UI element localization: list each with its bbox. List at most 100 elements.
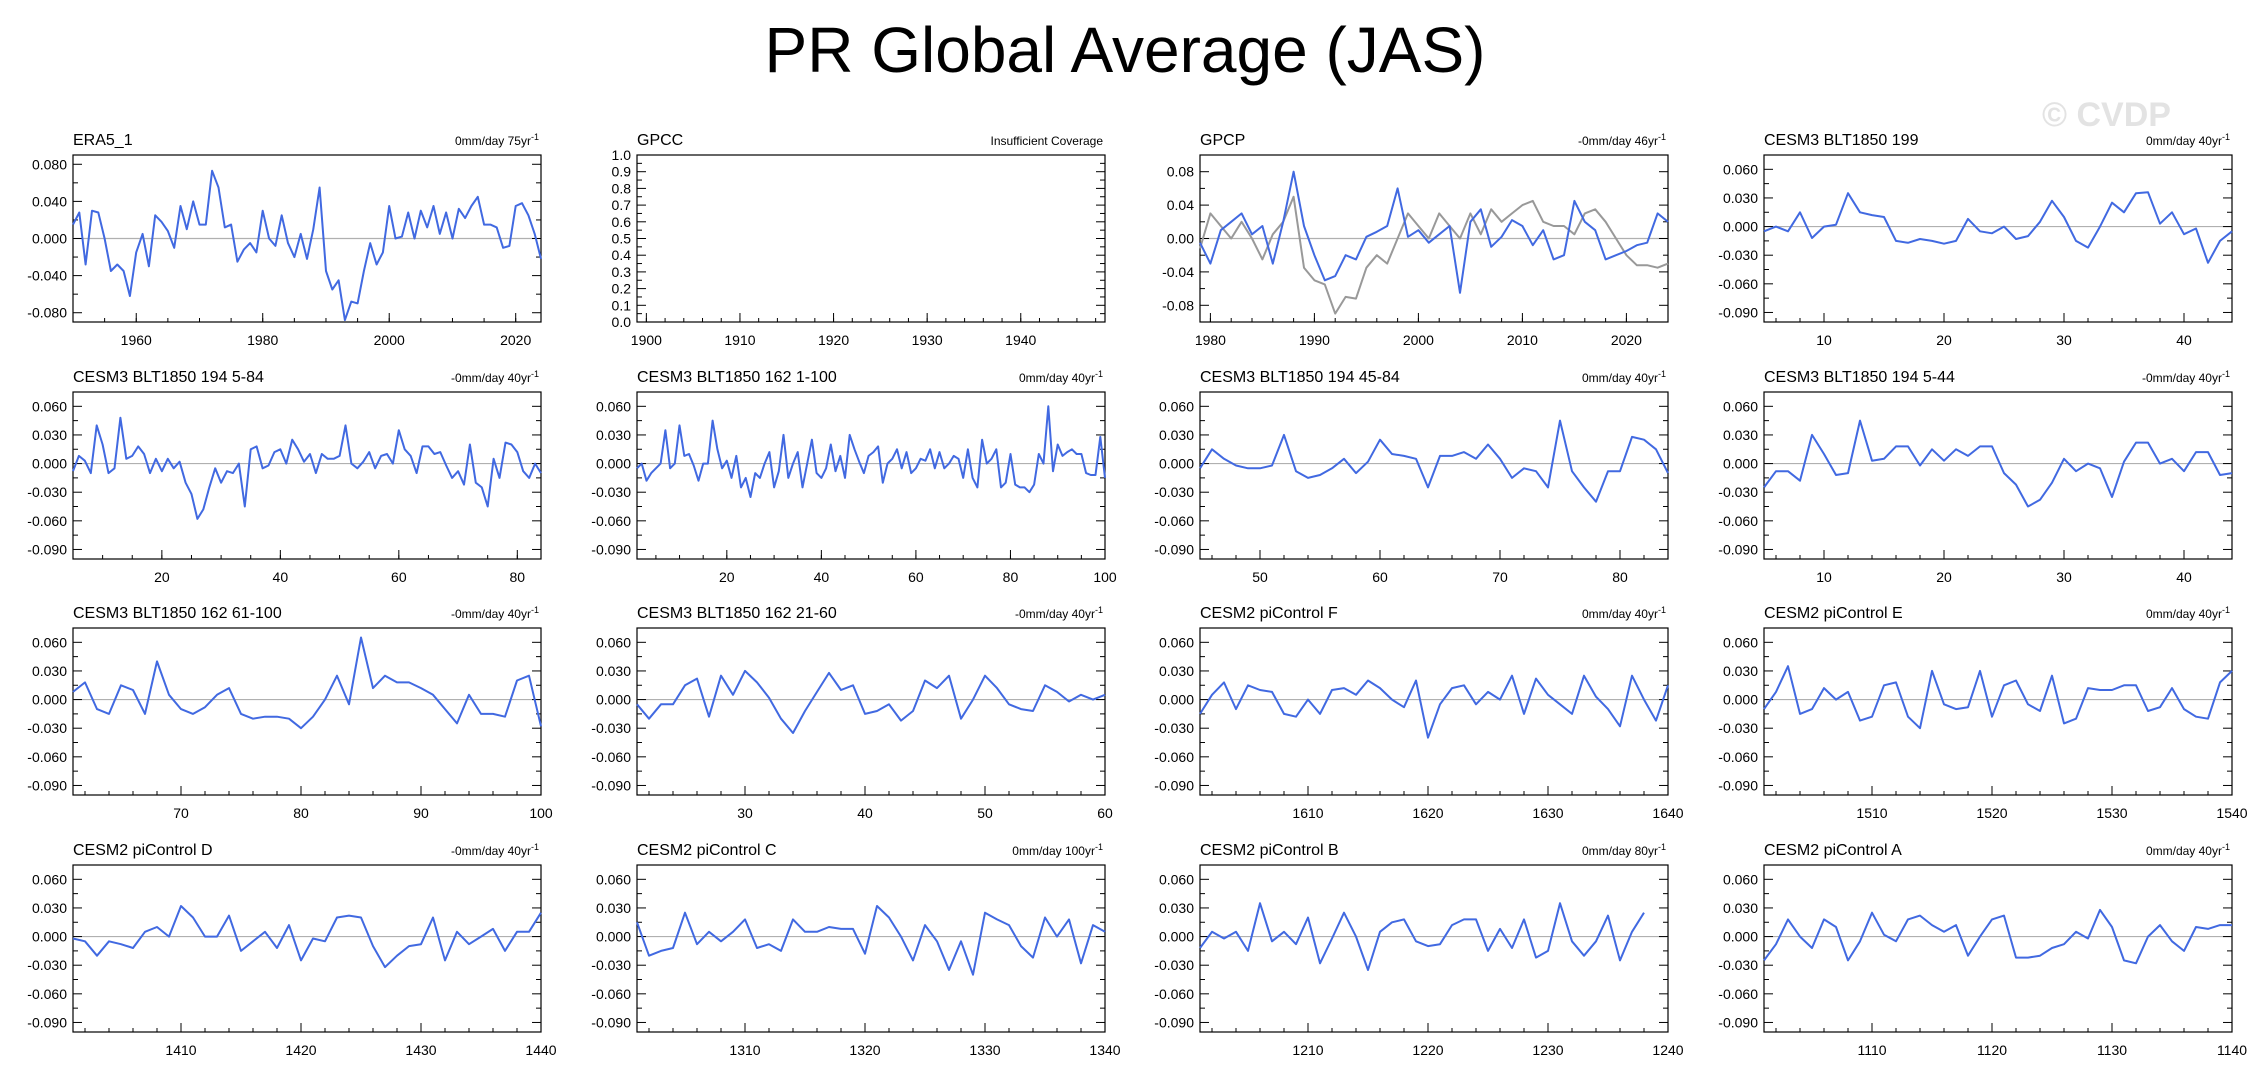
chart-panel: 1210 1220 1230 1240 0.060 0.030 0.000 -0.030 -0.… <box>1154 842 1683 1058</box>
panel-title: CESM2 piControl E <box>1764 605 1903 622</box>
y-tick-label: -0.030 <box>591 957 631 973</box>
x-tick-label: 80 <box>510 569 526 585</box>
y-tick-label: 0.000 <box>32 456 67 472</box>
y-tick-label: 0.060 <box>1159 398 1194 414</box>
trend-label: 0mm/day 40yr-1 <box>1019 369 1103 385</box>
y-tick-label: 0.08 <box>1167 164 1194 180</box>
y-tick-label: -0.090 <box>1154 777 1194 793</box>
x-tick-label: 1520 <box>1976 805 2007 821</box>
y-tick-label: 0.6 <box>612 214 632 230</box>
panel-title: GPCP <box>1200 132 1245 149</box>
y-tick-label: -0.030 <box>27 957 67 973</box>
x-tick-label: 80 <box>1003 569 1019 585</box>
x-tick-label: 1120 <box>1977 1042 2007 1058</box>
chart-panel: 30 40 50 60 0.060 0.030 0.000 -0.030 -0.060 -0.09… <box>591 605 1113 821</box>
x-tick-label: 1420 <box>285 1042 316 1058</box>
panel-title: CESM2 piControl A <box>1764 842 1902 859</box>
y-tick-label: 0.030 <box>1159 427 1194 443</box>
y-tick-label: -0.090 <box>591 1014 631 1030</box>
x-tick-label: 1910 <box>724 332 755 348</box>
plot-frame <box>636 627 1106 796</box>
x-tick-label: 1220 <box>1412 1042 1443 1058</box>
x-tick-label: 60 <box>908 569 924 585</box>
y-tick-label: 0.3 <box>612 264 632 280</box>
y-tick-label: -0.030 <box>1718 957 1758 973</box>
y-tick-label: 0.0 <box>612 314 632 330</box>
series-line <box>72 169 542 322</box>
panel-title: CESM2 piControl C <box>637 842 777 859</box>
y-tick-label: -0.030 <box>1154 720 1194 736</box>
chart-panel: 1510 1520 1530 1540 0.060 0.030 0.000 -0.030 -0.… <box>1718 605 2247 821</box>
plot-frame <box>1763 391 2233 560</box>
y-tick-label: 0.060 <box>596 634 631 650</box>
y-tick-label: 0.060 <box>32 398 67 414</box>
panel-title: ERA5_1 <box>73 132 133 149</box>
x-tick-label: 1410 <box>165 1042 196 1058</box>
y-tick-label: 0.000 <box>32 929 67 945</box>
x-tick-label: 10 <box>1816 332 1832 348</box>
x-tick-label: 2020 <box>500 332 531 348</box>
y-tick-label: -0.030 <box>1154 484 1194 500</box>
x-tick-label: 1130 <box>2097 1042 2127 1058</box>
x-tick-label: 1110 <box>1857 1042 1886 1058</box>
series-line <box>636 669 1106 734</box>
plot-frame <box>636 864 1106 1033</box>
page-title: PR Global Average (JAS) <box>764 14 1486 86</box>
x-tick-label: 100 <box>1093 569 1117 585</box>
x-tick-label: 20 <box>154 569 170 585</box>
y-tick-label: -0.090 <box>1154 1014 1194 1030</box>
y-tick-label: 0.030 <box>596 427 631 443</box>
y-tick-label: -0.060 <box>1718 276 1758 292</box>
plot-frame <box>1199 864 1669 1033</box>
plot-frame <box>72 627 542 796</box>
y-tick-label: -0.090 <box>27 777 67 793</box>
panel-title: CESM3 BLT1850 194 45-84 <box>1200 369 1400 386</box>
x-tick-label: 1540 <box>2216 805 2247 821</box>
trend-label: -0mm/day 46yr-1 <box>1578 132 1666 148</box>
x-tick-label: 1980 <box>1195 332 1226 348</box>
panel-title: CESM3 BLT1850 194 5-44 <box>1764 369 1955 386</box>
trend-label: 0mm/day 40yr-1 <box>2146 132 2230 148</box>
y-tick-label: -0.080 <box>27 305 67 321</box>
x-tick-label: 80 <box>1612 569 1628 585</box>
y-tick-label: 0.000 <box>596 929 631 945</box>
series-line <box>1199 419 1669 503</box>
x-tick-label: 60 <box>1097 805 1113 821</box>
y-tick-label: 0.030 <box>1723 190 1758 206</box>
y-tick-label: 0.000 <box>1159 692 1194 708</box>
x-tick-label: 40 <box>2176 569 2192 585</box>
panel-title: CESM2 piControl F <box>1200 605 1338 622</box>
panel-title: CESM3 BLT1850 162 1-100 <box>637 369 837 386</box>
x-tick-label: 1140 <box>2217 1042 2247 1058</box>
x-tick-label: 10 <box>1816 569 1832 585</box>
y-tick-label: 0.060 <box>32 871 67 887</box>
x-tick-label: 60 <box>1372 569 1388 585</box>
y-tick-label: 0.060 <box>596 398 631 414</box>
y-tick-label: 0.000 <box>1159 929 1194 945</box>
series-line <box>1763 908 2232 965</box>
panel-title: CESM3 BLT1850 194 5-84 <box>73 369 264 386</box>
plot-frame <box>1199 627 1669 796</box>
y-tick-label: 0.000 <box>596 456 631 472</box>
x-tick-label: 40 <box>2176 332 2192 348</box>
y-tick-label: 0.060 <box>1723 161 1758 177</box>
trend-label: 0mm/day 40yr-1 <box>1582 369 1666 385</box>
y-tick-label: 0.000 <box>1723 692 1758 708</box>
x-tick-label: 2020 <box>1611 332 1642 348</box>
x-tick-label: 1310 <box>729 1042 760 1058</box>
y-tick-label: -0.090 <box>591 541 631 557</box>
x-tick-label: 20 <box>1936 332 1952 348</box>
plot-frame <box>636 154 1106 323</box>
x-tick-label: 2000 <box>374 332 405 348</box>
y-tick-label: -0.040 <box>27 268 67 284</box>
y-tick-label: 0.030 <box>32 900 67 916</box>
y-tick-label: 0.1 <box>612 297 632 313</box>
y-tick-label: -0.08 <box>1162 297 1194 313</box>
panel-title: CESM3 BLT1850 199 <box>1764 132 1919 149</box>
trend-label: -0mm/day 40yr-1 <box>451 842 539 858</box>
y-tick-label: -0.030 <box>27 484 67 500</box>
chart-panel: 20 40 60 80 0.060 0.030 0.000 -0.030 -0.060 -0.09… <box>27 369 542 585</box>
y-tick-label: 0.000 <box>1723 929 1758 945</box>
y-tick-label: -0.060 <box>591 513 631 529</box>
y-tick-label: 0.04 <box>1167 197 1194 213</box>
